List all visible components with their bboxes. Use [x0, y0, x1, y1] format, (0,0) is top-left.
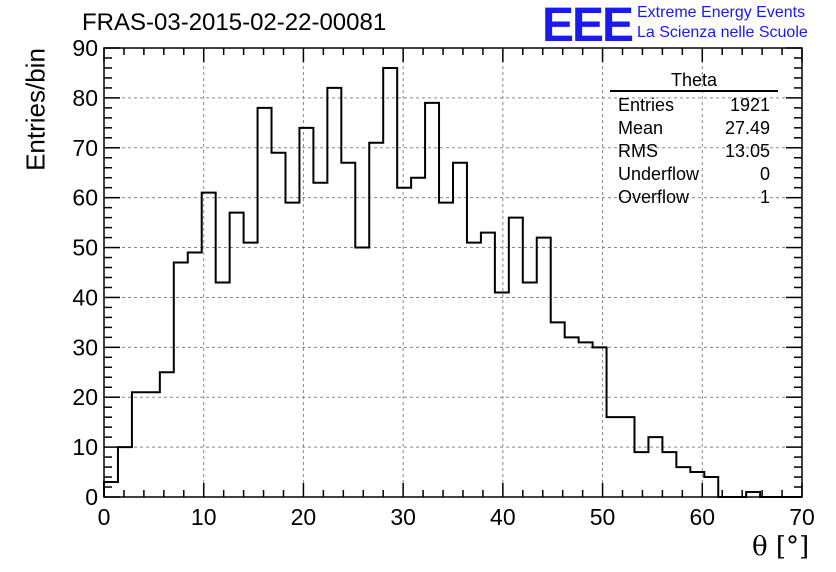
- histogram-bin: [118, 447, 132, 497]
- histogram-bars: [103, 66, 802, 498]
- x-tick-label: 40: [490, 504, 516, 530]
- stats-title: Theta: [610, 70, 778, 92]
- x-tick-label: 70: [789, 504, 815, 530]
- chart-title: FRAS-03-2015-02-22-00081: [82, 9, 387, 36]
- stats-row-mean: Mean 27.49: [610, 117, 778, 140]
- histogram-bin: [313, 183, 327, 497]
- histogram-bin: [327, 88, 341, 497]
- y-tick-label: 40: [72, 284, 98, 310]
- histogram-outline: [103, 66, 802, 498]
- histogram-bin: [704, 477, 718, 497]
- y-tick-label: 70: [72, 135, 98, 161]
- histogram-bin: [369, 143, 383, 497]
- histogram-bin: [244, 243, 258, 497]
- stats-label: Underflow: [618, 164, 700, 184]
- histogram-bin: [621, 417, 635, 497]
- histogram-bin: [230, 213, 244, 497]
- y-tick-label: 10: [72, 434, 98, 460]
- histogram-bin: [258, 108, 272, 497]
- histogram-bin: [593, 347, 607, 497]
- logo-line-2: La Scienza nelle Scuole: [637, 24, 808, 41]
- histogram-bin: [439, 203, 453, 497]
- stats-value: 0: [759, 164, 770, 184]
- stats-value: 1: [759, 187, 770, 207]
- x-tick-label: 50: [590, 504, 616, 530]
- plot-frame: [103, 47, 803, 498]
- y-tick-label: 80: [72, 85, 98, 111]
- histogram-bin: [634, 452, 648, 497]
- x-tick-label: 20: [291, 504, 317, 530]
- histogram-bin: [146, 392, 160, 497]
- y-tick-label: 20: [72, 384, 98, 410]
- eee-logo: EEE: [542, 0, 634, 52]
- histogram-bin: [551, 322, 565, 497]
- histogram-bin: [425, 103, 439, 497]
- stats-value: 27.49: [724, 118, 770, 138]
- stats-row-entries: Entries 1921: [610, 94, 778, 117]
- stats-label: Entries: [618, 95, 675, 115]
- x-tick-label: 30: [390, 504, 416, 530]
- histogram-bin: [537, 238, 551, 497]
- y-tick-label: 0: [85, 484, 98, 510]
- y-axis-label: Entries/bin: [20, 48, 51, 171]
- stats-row-overflow: Overflow 1: [610, 186, 778, 209]
- histogram-bin: [132, 392, 146, 497]
- stats-box: Theta Entries 1921 Mean 27.49 RMS 13.05 …: [610, 70, 778, 209]
- histogram-bin: [383, 68, 397, 497]
- stats-value: 13.05: [724, 141, 770, 161]
- stats-label: Mean: [618, 118, 664, 138]
- histogram-bin: [174, 263, 188, 497]
- x-tick-label: 10: [191, 504, 217, 530]
- histogram-bin: [579, 342, 593, 497]
- x-axis-label: θ [°]: [752, 532, 810, 562]
- x-tick-label: 0: [98, 504, 111, 530]
- stats-label: Overflow: [618, 187, 690, 207]
- histogram-bin: [411, 178, 425, 497]
- y-tick-label: 90: [72, 35, 98, 61]
- histogram-bin: [188, 253, 202, 497]
- histogram-bin: [565, 337, 579, 497]
- histogram-bin: [216, 282, 230, 497]
- logo-line-1: Extreme Energy Events: [637, 4, 806, 21]
- histogram-bin: [607, 417, 621, 497]
- histogram-bin: [676, 467, 690, 497]
- histogram-bin: [662, 452, 676, 497]
- y-tick-label: 30: [72, 334, 98, 360]
- histogram-bin: [341, 163, 355, 497]
- histogram-bin: [160, 372, 174, 497]
- histogram-bin: [648, 437, 662, 497]
- histogram-bin: [509, 218, 523, 497]
- histogram-bin: [481, 233, 495, 497]
- y-tick-label: 60: [72, 185, 98, 211]
- stats-row-rms: RMS 13.05: [610, 140, 778, 163]
- y-tick-label: 50: [72, 235, 98, 261]
- histogram-bin: [272, 153, 286, 497]
- histogram-bin: [495, 292, 509, 497]
- stats-value: 1921: [729, 95, 770, 115]
- histogram-bin: [397, 188, 411, 497]
- histogram-bin: [355, 248, 369, 497]
- histogram-bin: [467, 243, 481, 497]
- stats-label: RMS: [618, 141, 658, 161]
- histogram-bin: [523, 282, 537, 497]
- histogram-bin: [285, 203, 299, 497]
- x-tick-label: 60: [689, 504, 715, 530]
- stats-row-underflow: Underflow 0: [610, 163, 778, 186]
- histogram-bin: [104, 482, 118, 497]
- histogram-bin: [299, 128, 313, 497]
